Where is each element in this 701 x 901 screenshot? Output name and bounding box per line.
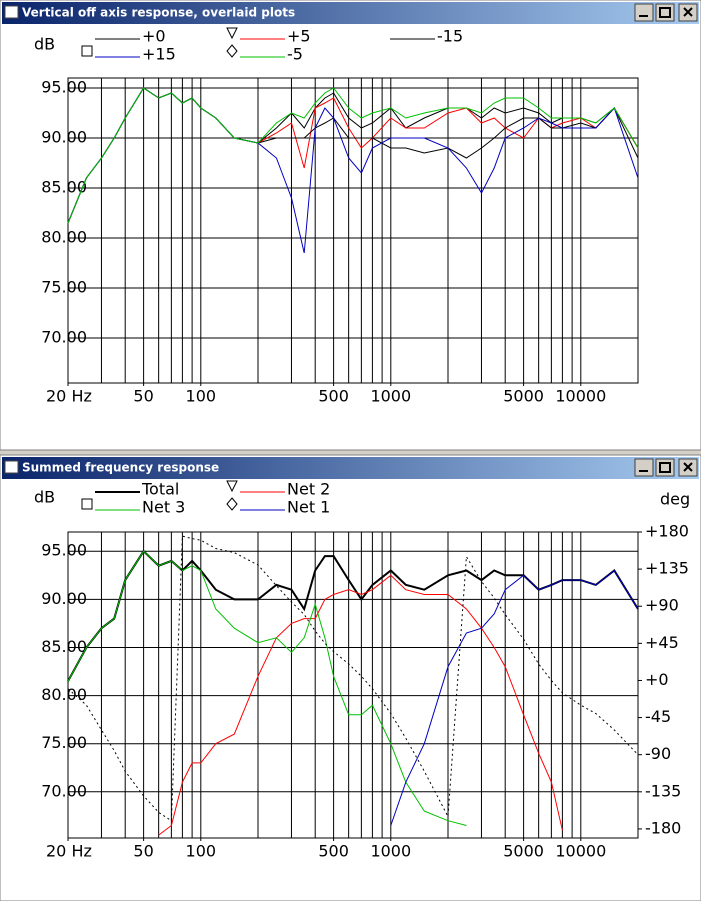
y2-tick-label: +45 — [645, 633, 679, 652]
legend-label: Net 3 — [142, 498, 185, 517]
y-tick-label: 70.00 — [41, 328, 87, 347]
x-tick-label: 50 — [133, 387, 153, 406]
legend-marker — [226, 497, 238, 511]
title-bar — [2, 457, 699, 479]
minimize-button[interactable] — [634, 3, 654, 22]
x-tick-label: 500 — [318, 387, 349, 406]
y-tick-label: 95.00 — [41, 541, 87, 560]
y-tick-label: 95.00 — [41, 78, 87, 97]
y2-tick-label: +135 — [645, 559, 689, 578]
y-axis-label: dB — [34, 35, 55, 54]
y2-tick-label: +0 — [645, 670, 669, 689]
legend-label: +15 — [142, 45, 176, 64]
x-tick-label: 10000 — [555, 842, 606, 861]
x-tick-label: 50 — [133, 842, 153, 861]
legend-label: -15 — [437, 27, 463, 46]
legend-marker — [226, 44, 238, 58]
y-tick-label: 75.00 — [41, 278, 87, 297]
y-tick-label: 75.00 — [41, 733, 87, 752]
y-tick-label: 85.00 — [41, 178, 87, 197]
series-line — [67, 87, 639, 224]
y-tick-label: 90.00 — [41, 589, 87, 608]
y2-tick-label: -90 — [645, 744, 671, 763]
legend-label: Net 2 — [287, 480, 330, 499]
window-title: Summed frequency response — [22, 461, 219, 475]
legend-marker — [81, 498, 93, 510]
y2-tick-label: -45 — [645, 707, 671, 726]
x-tick-label: 20 Hz — [46, 842, 92, 861]
series-line — [158, 574, 563, 836]
window-title: Vertical off axis response, overlaid plo… — [22, 6, 295, 20]
y-tick-label: 85.00 — [41, 637, 87, 656]
y-tick-label: 70.00 — [41, 781, 87, 800]
y2-tick-label: -180 — [645, 818, 681, 837]
series-line — [390, 569, 639, 826]
y-tick-label: 90.00 — [41, 128, 87, 147]
window-icon — [4, 460, 19, 474]
x-tick-label: 500 — [318, 842, 349, 861]
y-tick-label: 80.00 — [41, 685, 87, 704]
x-tick-label: 20 Hz — [46, 387, 92, 406]
y2-tick-label: -135 — [645, 781, 681, 800]
minimize-button[interactable] — [634, 458, 654, 477]
legend-label: Net 1 — [287, 498, 330, 517]
y-tick-label: 80.00 — [41, 228, 87, 247]
plot-area — [67, 531, 639, 839]
window-button-icons — [639, 7, 693, 18]
x-tick-label: 100 — [186, 842, 217, 861]
x-tick-label: 100 — [186, 387, 217, 406]
y2-tick-label: +90 — [645, 596, 679, 615]
x-tick-label: 1000 — [370, 842, 411, 861]
maximize-button[interactable] — [655, 3, 675, 22]
y-axis-label: dB — [34, 488, 55, 507]
legend-label: Total — [141, 480, 179, 499]
legend-label: -5 — [287, 45, 303, 64]
y2-axis-label: deg — [660, 490, 690, 509]
legend-label: +0 — [142, 27, 166, 46]
window-icon — [4, 5, 19, 19]
legend-label: +5 — [287, 27, 311, 46]
legend-marker — [226, 27, 238, 40]
title-bar — [2, 2, 699, 24]
series-line — [67, 535, 639, 822]
maximize-button[interactable] — [655, 458, 675, 477]
x-tick-label: 10000 — [555, 387, 606, 406]
window-button-icons — [639, 462, 693, 473]
legend-marker — [226, 480, 238, 493]
y2-tick-label: +180 — [645, 522, 689, 541]
legend-marker — [81, 45, 93, 57]
x-tick-label: 5000 — [503, 842, 544, 861]
x-tick-label: 5000 — [503, 387, 544, 406]
x-tick-label: 1000 — [370, 387, 411, 406]
plot-area — [67, 77, 639, 384]
series-line — [67, 550, 467, 826]
